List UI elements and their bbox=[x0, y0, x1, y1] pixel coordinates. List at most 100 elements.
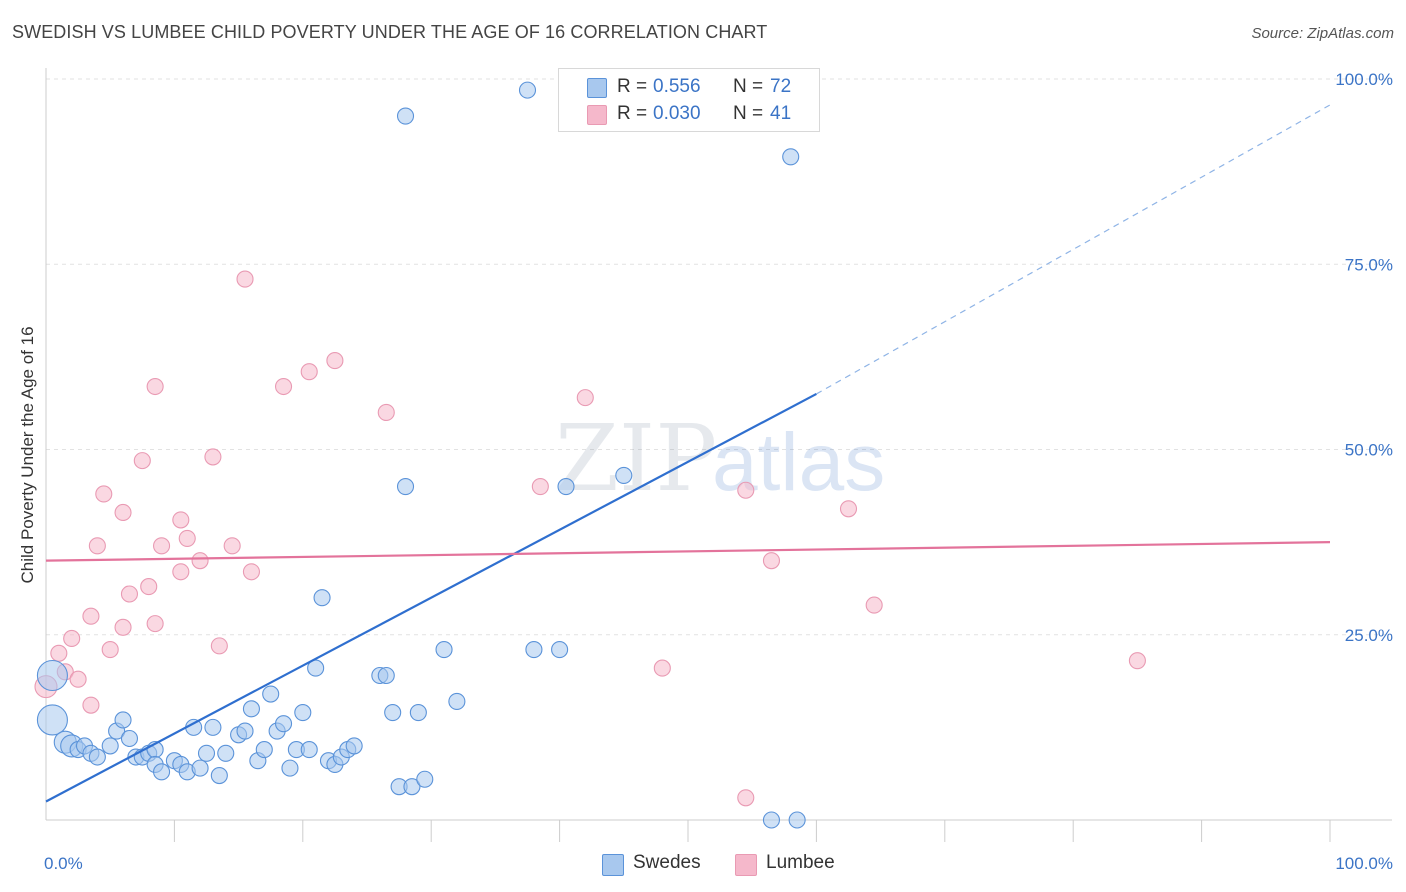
swedes-r-value: 0.556 bbox=[653, 76, 701, 97]
swedes-point bbox=[153, 763, 171, 781]
lumbee-point bbox=[242, 563, 260, 581]
swedes-point bbox=[281, 759, 299, 777]
lumbee-point bbox=[204, 448, 222, 466]
swedes-point bbox=[518, 81, 537, 99]
tick-labels: 25.0% 50.0% 75.0% 100.0% 0.0% 100.0% bbox=[44, 70, 1393, 873]
swedes-n-value: 72 bbox=[770, 76, 792, 97]
lumbee-point bbox=[114, 503, 132, 522]
trend-lines bbox=[45, 104, 1331, 803]
chart-title: SWEDISH VS LUMBEE CHILD POVERTY UNDER TH… bbox=[12, 22, 768, 42]
lumbee-point bbox=[1128, 652, 1146, 670]
lumbee-legend-label: Lumbee bbox=[766, 852, 835, 873]
swedes-point bbox=[615, 466, 633, 484]
watermark-zip: ZIP bbox=[555, 405, 717, 512]
lumbee-r-value: 0.030 bbox=[653, 103, 701, 124]
lumbee-point bbox=[737, 481, 755, 499]
r-label: R = bbox=[617, 103, 648, 124]
swedes-point bbox=[384, 704, 402, 722]
swedes-trend-line bbox=[45, 392, 817, 803]
lumbee-point bbox=[82, 696, 100, 714]
swedes-point bbox=[36, 659, 68, 692]
swedes-point bbox=[313, 589, 331, 607]
swedes-point bbox=[788, 811, 806, 829]
lumbee-point bbox=[146, 615, 164, 633]
lumbee-point bbox=[50, 644, 68, 662]
swedes-point bbox=[448, 692, 466, 710]
swedes-point bbox=[114, 711, 132, 729]
swedes-point bbox=[300, 741, 318, 759]
lumbee-point bbox=[114, 618, 132, 636]
r-label: R = bbox=[617, 76, 648, 97]
y-tick-label: 25.0% bbox=[1345, 626, 1393, 645]
swedes-point bbox=[551, 641, 569, 659]
swedes-point bbox=[435, 641, 453, 659]
swedes-legend-label: Swedes bbox=[633, 852, 701, 873]
lumbee-point bbox=[223, 537, 241, 555]
swedes-point bbox=[204, 718, 222, 736]
swedes-point bbox=[396, 477, 415, 496]
n-label: N = bbox=[733, 103, 764, 124]
swedes-point bbox=[236, 722, 254, 740]
lumbee-point bbox=[133, 452, 151, 470]
lumbee-point bbox=[737, 789, 755, 807]
legend-row-lumbee: R = 0.030 N = 41 bbox=[559, 101, 819, 127]
lumbee-point bbox=[88, 537, 106, 555]
swedes-legend-swatch bbox=[602, 854, 624, 876]
y-tick-label: 75.0% bbox=[1345, 255, 1393, 274]
lumbee-point bbox=[153, 537, 171, 555]
lumbee-point bbox=[210, 637, 228, 655]
lumbee-point bbox=[326, 352, 344, 370]
lumbee-point bbox=[839, 500, 858, 518]
swedes-point bbox=[762, 811, 781, 829]
swedes-point bbox=[396, 107, 415, 125]
source-label: Source: ZipAtlas.com bbox=[1251, 25, 1394, 42]
swedes-point bbox=[274, 715, 293, 733]
lumbee-point bbox=[300, 363, 318, 381]
watermark-atlas: atlas bbox=[712, 417, 885, 508]
lumbee-point bbox=[191, 552, 209, 570]
watermark: ZIP atlas bbox=[555, 405, 885, 512]
swedes-point bbox=[88, 748, 106, 766]
swedes-point bbox=[557, 477, 575, 496]
lumbee-point bbox=[101, 641, 119, 659]
swedes-point bbox=[294, 704, 312, 722]
lumbee-point bbox=[140, 578, 158, 596]
n-label: N = bbox=[733, 76, 764, 97]
swedes-point bbox=[409, 704, 427, 722]
lumbee-point bbox=[95, 485, 113, 503]
swedes-point bbox=[217, 744, 235, 762]
lumbee-point bbox=[172, 563, 190, 581]
lumbee-point bbox=[69, 670, 87, 688]
swedes-swatch bbox=[587, 78, 607, 98]
swedes-point bbox=[36, 704, 68, 736]
lumbee-point bbox=[377, 403, 395, 422]
lumbee-point bbox=[274, 377, 293, 396]
lumbee-point bbox=[576, 389, 594, 407]
lumbee-swatch bbox=[587, 105, 607, 125]
x-tick-label: 0.0% bbox=[44, 854, 83, 873]
lumbee-point bbox=[82, 607, 100, 625]
gridlines bbox=[46, 78, 1392, 636]
swedes-point bbox=[403, 778, 421, 796]
swedes-point bbox=[377, 666, 395, 685]
lumbee-point bbox=[178, 529, 196, 547]
swedes-point bbox=[255, 741, 273, 759]
legend-row-swedes: R = 0.556 N = 72 bbox=[559, 74, 819, 100]
legend-item-lumbee[interactable]: Lumbee bbox=[733, 851, 853, 877]
lumbee-point bbox=[120, 585, 139, 603]
swedes-point bbox=[197, 744, 216, 762]
swedes-point bbox=[191, 759, 209, 777]
lumbee-trend-line bbox=[45, 541, 1331, 562]
lumbee-point bbox=[762, 552, 781, 570]
lumbee-point bbox=[865, 596, 883, 614]
swedes-point bbox=[101, 737, 119, 755]
swedes-point bbox=[262, 685, 280, 703]
swedes-point bbox=[525, 641, 543, 659]
legend-item-swedes[interactable]: Swedes bbox=[600, 851, 720, 877]
lumbee-point bbox=[236, 270, 254, 288]
swedes-point bbox=[210, 766, 228, 785]
swedes-point bbox=[345, 737, 363, 755]
x-tick-label: 100.0% bbox=[1335, 854, 1393, 873]
swedes-point bbox=[307, 659, 325, 677]
